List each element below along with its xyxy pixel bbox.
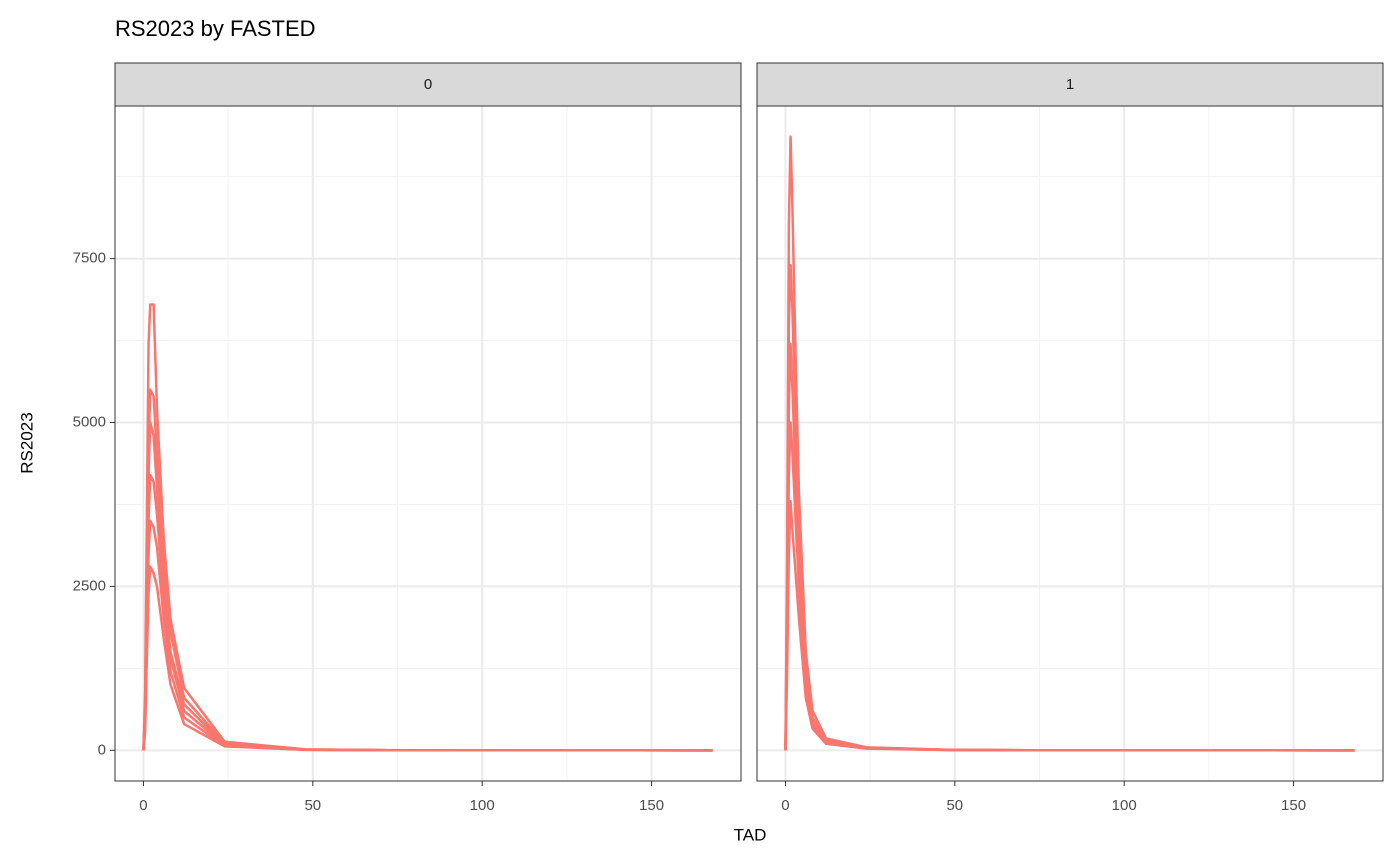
x-tick-label: 50 xyxy=(946,797,963,814)
y-tick-label: 5000 xyxy=(73,413,106,430)
x-tick-label: 150 xyxy=(639,797,664,814)
x-tick-label: 50 xyxy=(304,797,321,814)
x-tick-label: 100 xyxy=(1112,797,1137,814)
panel-border xyxy=(114,105,742,782)
chart-title: RS2023 by FASTED xyxy=(115,16,316,41)
data-line xyxy=(142,519,713,752)
y-tick-label: 0 xyxy=(98,741,106,758)
data-line xyxy=(784,263,1355,752)
data-line xyxy=(784,135,1355,752)
x-axis-title: TAD xyxy=(734,825,767,844)
data-line xyxy=(142,303,713,752)
facet-strip xyxy=(114,62,742,107)
x-tick-label: 150 xyxy=(1281,797,1306,814)
panel-border xyxy=(756,105,1384,782)
data-line xyxy=(142,388,713,752)
data-line xyxy=(142,473,713,752)
facet-label: 0 xyxy=(424,76,432,93)
y-tick-label: 7500 xyxy=(73,250,106,267)
x-tick-label: 0 xyxy=(139,797,147,814)
facet-strip xyxy=(756,62,1384,107)
y-tick-label: 2500 xyxy=(73,577,106,594)
facet-label: 1 xyxy=(1066,76,1074,93)
x-tick-label: 100 xyxy=(470,797,495,814)
data-line xyxy=(142,565,713,752)
data-line xyxy=(784,499,1355,752)
data-line xyxy=(784,342,1355,752)
x-tick-label: 0 xyxy=(781,797,789,814)
y-axis-title: RS2023 xyxy=(17,412,36,473)
